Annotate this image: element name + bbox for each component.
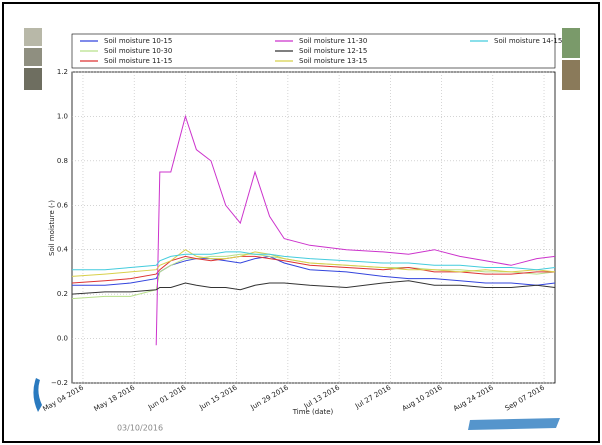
y-tick-label: 0.2 — [57, 290, 68, 298]
series-line — [71, 253, 556, 300]
legend-box — [71, 33, 556, 69]
series-line — [71, 280, 556, 295]
series-line — [72, 251, 556, 271]
decor-square — [24, 28, 42, 46]
legend-label: Soil moisture 11-30 — [299, 37, 367, 45]
plot-area — [71, 71, 556, 384]
y-tick-label: 0.4 — [57, 246, 69, 254]
y-axis-label: Soil moisture (-) — [48, 200, 56, 256]
series-line — [71, 255, 555, 284]
decor-square — [24, 68, 42, 90]
y-tick-label: −0.2 — [51, 379, 68, 387]
y-tick-label: 0.8 — [57, 157, 68, 165]
legend-label: Soil moisture 10-15 — [104, 37, 172, 45]
series-line — [155, 114, 556, 346]
y-tick-label: 1.2 — [57, 68, 68, 76]
y-tick-label: 0.0 — [57, 335, 68, 343]
footer-date: 03/10/2016 — [117, 424, 163, 433]
y-tick-label: 1.0 — [57, 112, 68, 120]
legend-label: Soil moisture 10-30 — [104, 47, 172, 55]
decor-photo — [562, 28, 580, 58]
series-line — [71, 249, 556, 277]
legend-label: Soil moisture 11-15 — [104, 57, 172, 65]
decor-logo — [33, 378, 42, 412]
legend-label: Soil moisture 12-15 — [299, 47, 367, 55]
legend-label: Soil moisture 14-15 — [494, 37, 562, 45]
decor-logo — [468, 418, 560, 430]
decor-photo — [562, 60, 580, 90]
y-tick-label: 0.6 — [57, 201, 69, 209]
x-axis-label: Time (date) — [292, 408, 334, 416]
decor-square — [24, 48, 42, 66]
legend-label: Soil moisture 13-15 — [299, 57, 367, 65]
